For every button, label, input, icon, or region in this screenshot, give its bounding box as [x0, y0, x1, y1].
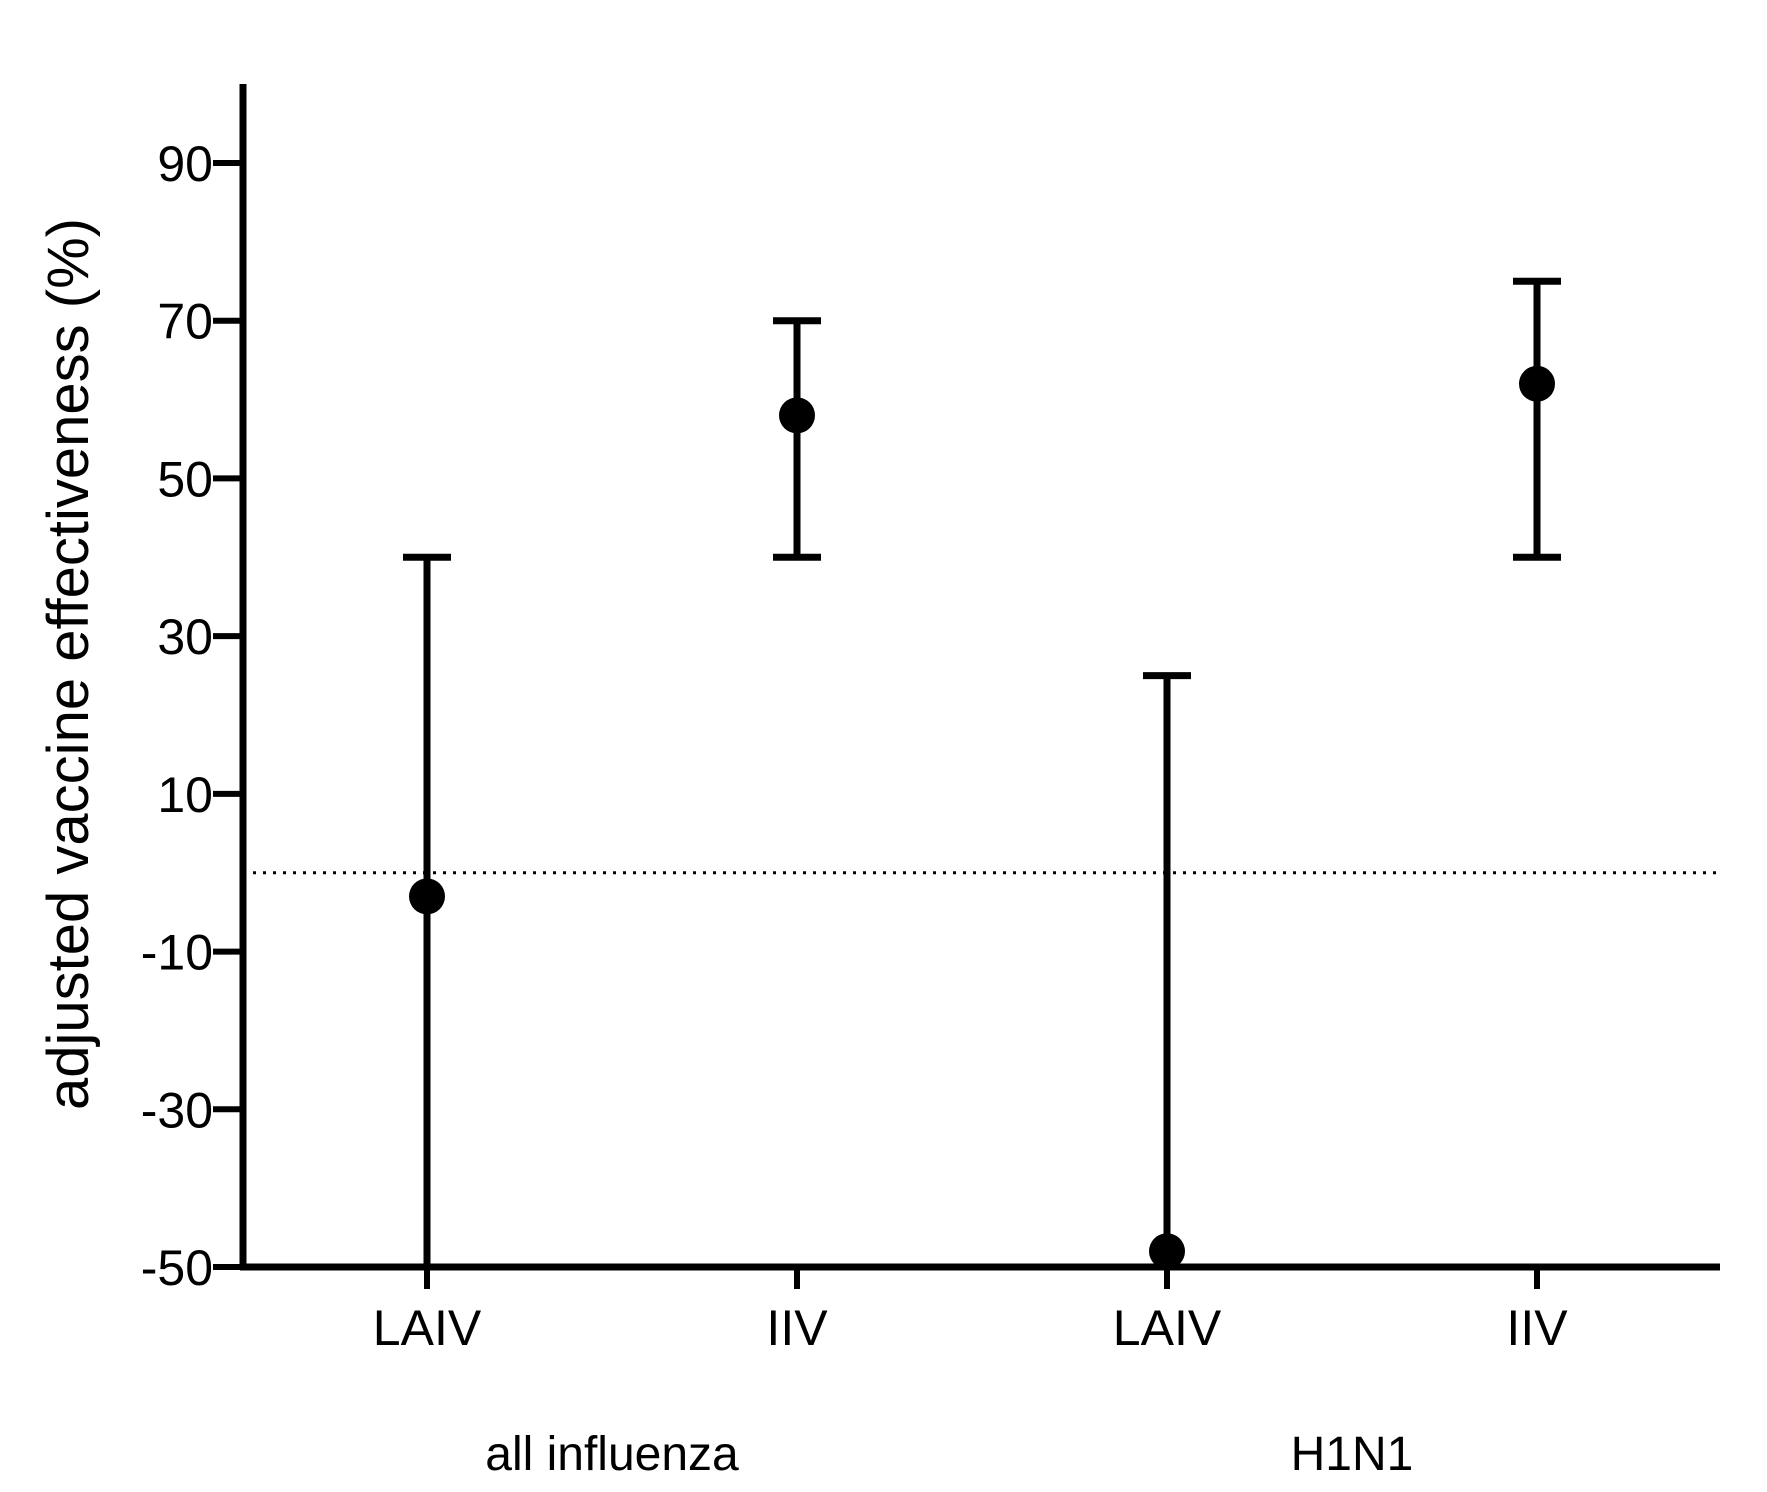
y-tick-label: 30: [157, 609, 213, 665]
data-series: [403, 277, 1561, 1270]
data-point-group: [1143, 672, 1191, 1270]
y-tick-label: -10: [141, 925, 213, 981]
data-point: [1149, 1233, 1185, 1270]
x-category-label: LAIV: [373, 1300, 482, 1356]
x-group-label: H1N1: [1291, 1428, 1414, 1481]
x-group-label: all influenza: [485, 1428, 739, 1481]
data-point-group: [1513, 277, 1561, 561]
data-point: [409, 878, 445, 915]
y-tick-label: 90: [157, 136, 213, 192]
x-category-label: IIV: [766, 1300, 828, 1356]
data-point: [1519, 365, 1555, 402]
data-point-group: [773, 317, 821, 561]
y-tick-label: 10: [157, 767, 213, 823]
x-category-label: LAIV: [1113, 1300, 1222, 1356]
x-axis-group-labels: all influenza H1N1: [485, 1428, 1413, 1481]
y-tick-label: 50: [157, 451, 213, 507]
y-tick-label: -30: [141, 1082, 213, 1138]
data-point-group: [403, 553, 451, 1267]
x-axis-category-labels: LAIV IIV LAIV IIV: [373, 1300, 1568, 1356]
x-category-label: IIV: [1506, 1300, 1568, 1356]
y-tick-label: 70: [157, 294, 213, 350]
y-axis-title: adjusted vaccine effectiveness (%): [36, 218, 101, 1110]
y-tick-label: -50: [141, 1240, 213, 1296]
y-axis-ticks: -50 -30 -10 10 30 50 70 90: [141, 136, 243, 1296]
axes: [239, 84, 1720, 1289]
data-point: [779, 397, 815, 434]
